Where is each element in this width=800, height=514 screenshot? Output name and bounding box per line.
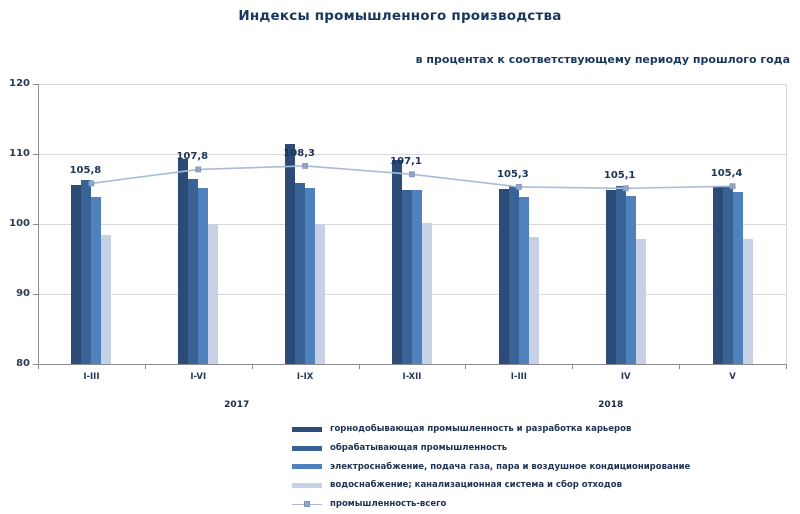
y-tick: [33, 294, 38, 295]
year-label: 2018: [598, 400, 624, 410]
legend-item: горнодобывающая промышленность и разрабо…: [292, 420, 690, 439]
x-tick: [465, 365, 467, 369]
line-data-label: 107,8: [176, 151, 209, 163]
bar: [315, 224, 326, 364]
bar: [412, 190, 422, 364]
legend-label: промышленность-всего: [330, 499, 447, 510]
legend-swatch-bar: [292, 482, 322, 488]
plot-right-border: [786, 84, 787, 364]
legend-item: водоснабжение; канализационная система и…: [292, 476, 690, 495]
line-marker: [515, 184, 522, 190]
legend-item: обрабатывающая промышленность: [292, 439, 690, 458]
bar: [528, 237, 539, 364]
legend: горнодобывающая промышленность и разрабо…: [292, 420, 690, 513]
legend-label: водоснабжение; канализационная система и…: [330, 480, 622, 491]
line-data-label: 105,8: [69, 165, 102, 177]
x-axis: [38, 364, 787, 365]
bar: [305, 188, 316, 364]
x-axis-label: I-XII: [402, 372, 422, 382]
x-axis-label: I-IX: [296, 372, 314, 382]
line-marker: [729, 183, 736, 190]
gridline: [38, 84, 786, 85]
x-tick: [38, 365, 39, 369]
bar: [198, 187, 209, 364]
bar: [285, 144, 296, 364]
x-axis-label: I-III: [510, 372, 527, 382]
y-tick: [33, 364, 38, 365]
x-axis-label: IV: [620, 372, 631, 382]
bar: [91, 196, 102, 364]
legend-swatch-bar: [292, 445, 322, 451]
bar: [732, 191, 743, 364]
bar: [81, 179, 92, 364]
legend-label: электроснабжение, подача газа, пара и во…: [330, 461, 691, 472]
bar: [101, 235, 112, 364]
year-label: 2017: [224, 400, 250, 410]
y-axis-label: 80: [16, 358, 30, 369]
y-axis-label: 110: [9, 148, 30, 159]
bar: [615, 186, 626, 364]
line-data-label: 108,3: [283, 147, 315, 159]
x-tick: [358, 365, 360, 369]
x-tick: [144, 365, 146, 369]
line-data-label: 105,4: [710, 168, 743, 180]
y-axis-label: 100: [9, 218, 30, 229]
bar: [71, 184, 82, 364]
legend-label: горнодобывающая промышленность и разрабо…: [330, 424, 632, 435]
bar: [295, 183, 306, 364]
legend-swatch-bar: [292, 464, 322, 470]
chart-title: Индексы промышленного производства: [238, 8, 562, 24]
bar: [625, 196, 636, 364]
line-marker: [409, 171, 415, 178]
line-marker: [88, 180, 95, 187]
line-marker: [302, 163, 309, 169]
legend-label: обрабатывающая промышленность: [330, 443, 508, 454]
bar: [742, 238, 753, 364]
legend-swatch-bar: [292, 426, 322, 432]
bar: [712, 186, 723, 364]
x-axis-label: V: [729, 372, 736, 382]
bar: [422, 223, 432, 364]
bar: [208, 224, 219, 364]
legend-marker: [304, 501, 310, 508]
x-tick: [251, 365, 253, 369]
bar: [635, 238, 646, 364]
y-tick: [33, 224, 38, 225]
bar: [392, 160, 402, 364]
bar: [188, 179, 199, 364]
chart-subtitle: в процентах к соответствующему периоду п…: [415, 53, 790, 66]
y-tick: [33, 84, 38, 85]
legend-swatch-line: [292, 500, 322, 509]
gridline: [38, 154, 786, 155]
line-data-label: 105,1: [603, 170, 636, 182]
y-axis: [38, 84, 39, 365]
bar: [498, 189, 509, 364]
bar: [508, 185, 519, 364]
x-axis-label: I-VI: [190, 372, 207, 382]
x-tick: [679, 365, 681, 369]
y-tick: [33, 154, 38, 155]
bar: [605, 189, 616, 364]
line-data-label: 107,1: [390, 156, 422, 168]
bar: [518, 196, 529, 364]
legend-item: промышленность-всего: [292, 495, 690, 514]
x-tick: [786, 365, 787, 369]
line-marker: [622, 185, 629, 192]
bar: [178, 158, 189, 364]
line-marker: [195, 166, 202, 173]
bar: [402, 189, 412, 364]
line-data-label: 105,3: [497, 168, 529, 180]
x-tick: [572, 365, 574, 369]
bar: [722, 185, 733, 364]
line-series: [88, 163, 736, 192]
y-axis-label: 90: [16, 288, 30, 299]
legend-item: электроснабжение, подача газа, пара и во…: [292, 457, 690, 476]
y-axis-label: 120: [9, 78, 30, 89]
x-axis-label: I-III: [83, 372, 100, 382]
